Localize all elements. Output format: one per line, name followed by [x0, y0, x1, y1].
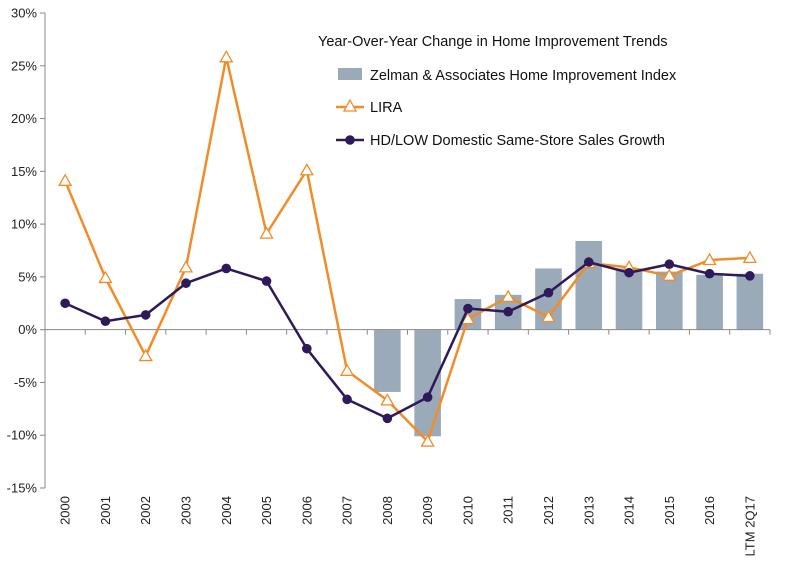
hdlow-point: [543, 287, 554, 298]
legend-marker-lira-icon: [342, 98, 358, 112]
x-tick-label: 2002: [138, 496, 153, 525]
y-tick-label: 5%: [18, 269, 37, 284]
lira-point: [98, 270, 113, 284]
legend-marker-hdlow-icon: [345, 135, 355, 145]
y-tick-label: 10%: [11, 217, 37, 232]
lira-point: [178, 260, 194, 273]
lira-point: [460, 311, 476, 325]
x-tick-label: 2015: [662, 496, 677, 525]
x-tick-label: 2007: [340, 496, 355, 525]
x-tick-label: 2012: [541, 496, 556, 525]
x-tick-label: 2006: [299, 496, 314, 525]
lira-point: [662, 268, 677, 281]
lira-point: [420, 434, 435, 447]
hdlow-point: [624, 267, 634, 278]
x-tick-label: 2010: [460, 496, 475, 525]
x-tick-label: 2011: [501, 496, 516, 524]
y-tick-label: 15%: [11, 164, 37, 179]
hdlow-point: [140, 310, 151, 320]
index-bar: [736, 273, 764, 330]
lira-point: [501, 289, 516, 303]
hdlow-point: [221, 263, 232, 274]
x-tick-label: 2008: [380, 496, 395, 525]
hdlow-point: [503, 306, 513, 317]
x-tick-label: 2000: [58, 496, 73, 525]
hdlow-point: [664, 259, 675, 270]
bars-layer: [374, 241, 764, 437]
x-tick-label: 2003: [178, 496, 193, 525]
x-tick-label: 2001: [98, 496, 113, 525]
legend-label-index: Zelman & Associates Home Improvement Ind…: [370, 68, 677, 84]
index-bar: [656, 271, 683, 330]
legend-label-hdlow: HD/LOW Domestic Same-Store Sales Growth: [370, 133, 665, 149]
y-tick-label: -5%: [14, 375, 38, 390]
hdlow-point: [745, 271, 755, 281]
lira-point: [58, 173, 73, 186]
hdlow-point: [422, 392, 433, 403]
x-tick-label: 2014: [622, 496, 637, 525]
hdlow-point: [704, 268, 715, 279]
index-bar: [414, 329, 441, 437]
x-tick-label: 2016: [702, 496, 717, 525]
y-tick-label: 0%: [18, 322, 37, 337]
legend: Zelman & Associates Home Improvement Ind…: [336, 68, 677, 149]
lira-point: [219, 50, 234, 63]
index-bar: [615, 268, 643, 330]
y-tick-label: -10%: [7, 428, 38, 443]
chart-title: Year-Over-Year Change in Home Improvemen…: [318, 34, 668, 50]
hdlow-point: [302, 343, 312, 354]
hdlow-point: [382, 413, 393, 424]
lira-point: [259, 226, 274, 239]
hdlow-point: [100, 316, 111, 327]
index-bar: [374, 329, 401, 392]
hdlow-point: [261, 276, 272, 286]
y-tick-label: -15%: [7, 481, 38, 496]
hdlow-line: [64, 260, 750, 420]
x-tick-label: 2013: [581, 496, 596, 525]
lira-point: [299, 162, 314, 176]
hdlow-point: [181, 278, 191, 289]
legend-swatch-index: [338, 68, 362, 80]
hdlow-point: [342, 394, 352, 405]
y-ticks: -15% -10% -5% 0% 5% 10% 15% 20% 25% 30%: [7, 6, 45, 496]
y-tick-label: 30%: [11, 6, 37, 21]
x-ticks: 2000 2001 2002 2003 2004 2005 2006 2007 2008 2009…: [44, 329, 771, 556]
lira-line: [63, 56, 750, 443]
lira-point: [380, 393, 395, 406]
lira-point: [541, 309, 556, 323]
y-tick-label: 25%: [11, 58, 37, 73]
x-tick-label: 2005: [259, 496, 274, 525]
hdlow-point: [583, 257, 594, 267]
hdlow-point: [60, 298, 70, 309]
lira-point: [339, 363, 355, 376]
lira-point: [138, 348, 153, 362]
x-tick-label: 2004: [219, 496, 234, 525]
lira-point: [742, 250, 757, 264]
index-bar: [696, 274, 723, 330]
index-bar: [575, 241, 603, 330]
lines-layer: [58, 50, 757, 447]
legend-label-lira: LIRA: [370, 100, 403, 116]
x-tick-label: 2009: [420, 496, 435, 525]
x-tick-label: LTM 2Q17: [742, 496, 757, 556]
hdlow-point: [463, 303, 473, 314]
axes-layer: [44, 13, 770, 488]
lira-point: [702, 252, 717, 266]
y-tick-label: 20%: [11, 111, 37, 126]
